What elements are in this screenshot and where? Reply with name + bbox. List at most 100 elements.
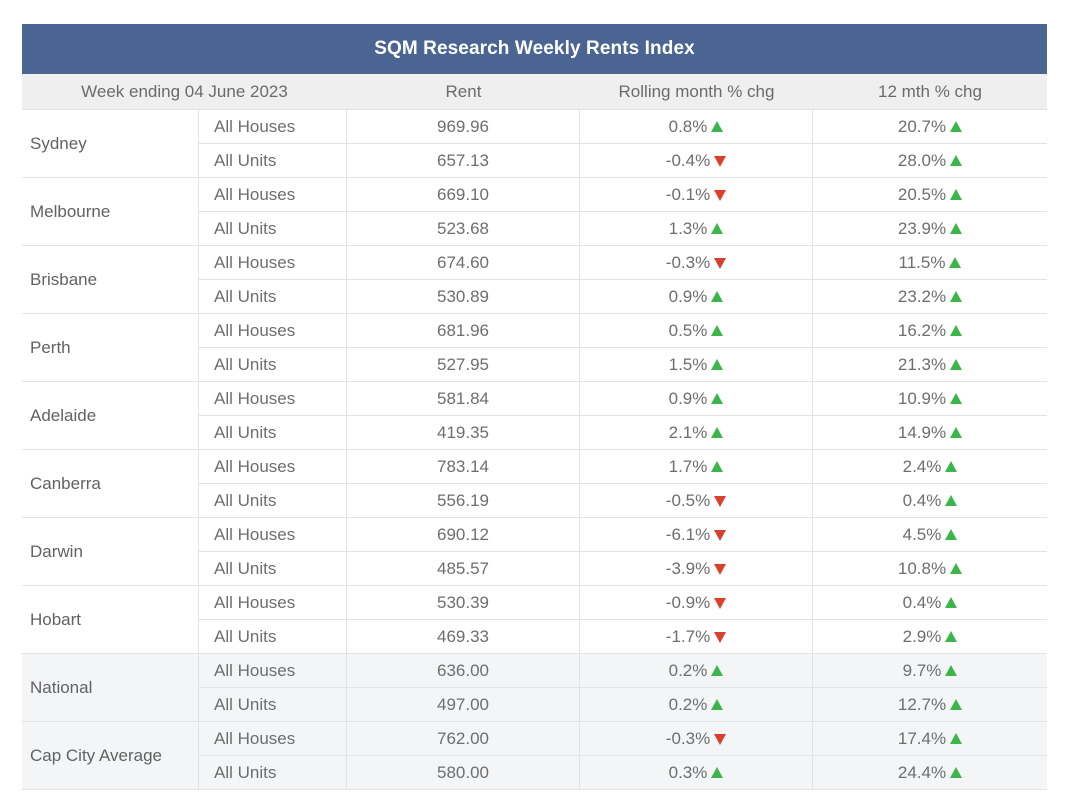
rolling-month-change-value: 1.3% bbox=[668, 218, 708, 238]
dwelling-type: All Units bbox=[199, 144, 347, 177]
city-rows: All Houses 690.12 -6.1% 4.5% All Units 485.57… bbox=[199, 518, 1047, 585]
rent-value: 681.96 bbox=[347, 314, 580, 347]
city-group: Sydney All Houses 969.96 0.8% 20.7% All Units… bbox=[22, 110, 1047, 178]
twelve-month-change-cell: 14.9% bbox=[813, 416, 1047, 449]
twelve-month-change-cell: 0.4% bbox=[813, 484, 1047, 517]
twelve-month-change-cell: 17.4% bbox=[813, 722, 1047, 755]
twelve-month-change-cell: 9.7% bbox=[813, 654, 1047, 687]
twelve-month-change-cell: 12.7% bbox=[813, 688, 1047, 721]
arrow-up-icon bbox=[945, 494, 958, 506]
arrow-down-icon bbox=[714, 495, 727, 507]
arrow-up-icon bbox=[711, 698, 724, 710]
rent-value: 469.33 bbox=[347, 620, 580, 653]
rolling-month-change-cell: -1.7% bbox=[580, 620, 813, 653]
rolling-month-change-value: 0.8% bbox=[668, 116, 708, 136]
arrow-up-icon bbox=[945, 528, 958, 540]
rent-value: 527.95 bbox=[347, 348, 580, 381]
rolling-month-change-cell: -3.9% bbox=[580, 552, 813, 585]
rent-value: 497.00 bbox=[347, 688, 580, 721]
rolling-month-change-cell: 0.9% bbox=[580, 280, 813, 313]
arrow-up-icon bbox=[950, 324, 963, 336]
dwelling-type: All Houses bbox=[199, 654, 347, 687]
rent-value: 419.35 bbox=[347, 416, 580, 449]
twelve-month-change-cell: 10.8% bbox=[813, 552, 1047, 585]
rent-value: 530.39 bbox=[347, 586, 580, 619]
table-row: All Houses 690.12 -6.1% 4.5% bbox=[199, 518, 1047, 551]
dwelling-type: All Units bbox=[199, 484, 347, 517]
twelve-month-change-value: 12.7% bbox=[897, 694, 947, 714]
rolling-month-change-cell: 0.8% bbox=[580, 110, 813, 143]
arrow-down-icon bbox=[714, 257, 727, 269]
city-rows: All Houses 783.14 1.7% 2.4% All Units 556.19 -… bbox=[199, 450, 1047, 517]
arrow-down-icon bbox=[714, 155, 727, 167]
city-group: Cap City Average All Houses 762.00 -0.3% 17.… bbox=[22, 722, 1047, 790]
arrow-down-icon bbox=[714, 563, 727, 575]
city-name: Darwin bbox=[22, 518, 199, 585]
table-row: All Units 419.35 2.1% 14.9% bbox=[199, 415, 1047, 449]
rolling-month-change-value: -0.5% bbox=[665, 490, 711, 510]
rent-value: 762.00 bbox=[347, 722, 580, 755]
twelve-month-change-value: 23.2% bbox=[897, 286, 947, 306]
arrow-up-icon bbox=[711, 222, 724, 234]
arrow-up-icon bbox=[950, 222, 963, 234]
city-rows: All Houses 681.96 0.5% 16.2% All Units 527.95… bbox=[199, 314, 1047, 381]
city-group: Adelaide All Houses 581.84 0.9% 10.9% All Uni… bbox=[22, 382, 1047, 450]
twelve-month-change-value: 14.9% bbox=[897, 422, 947, 442]
table-row: All Houses 681.96 0.5% 16.2% bbox=[199, 314, 1047, 347]
twelve-month-change-value: 24.4% bbox=[897, 762, 947, 782]
table-title: SQM Research Weekly Rents Index bbox=[22, 24, 1047, 74]
table-row: All Houses 669.10 -0.1% 20.5% bbox=[199, 178, 1047, 211]
twelve-month-change-cell: 20.7% bbox=[813, 110, 1047, 143]
rolling-month-change-cell: -0.9% bbox=[580, 586, 813, 619]
rolling-month-change-value: -1.7% bbox=[665, 626, 711, 646]
dwelling-type: All Units bbox=[199, 552, 347, 585]
twelve-month-change-cell: 24.4% bbox=[813, 756, 1047, 789]
arrow-up-icon bbox=[950, 290, 963, 302]
rolling-month-change-cell: -0.3% bbox=[580, 246, 813, 279]
city-rows: All Houses 969.96 0.8% 20.7% All Units 657.13… bbox=[199, 110, 1047, 177]
rolling-month-change-value: -0.3% bbox=[665, 252, 711, 272]
city-name: Cap City Average bbox=[22, 722, 199, 789]
rolling-month-change-value: 0.2% bbox=[668, 694, 708, 714]
twelve-month-change-value: 11.5% bbox=[898, 252, 946, 272]
rolling-month-change-value: 0.9% bbox=[668, 388, 708, 408]
rent-value: 530.89 bbox=[347, 280, 580, 313]
table-row: All Units 527.95 1.5% 21.3% bbox=[199, 347, 1047, 381]
dwelling-type: All Units bbox=[199, 620, 347, 653]
arrow-down-icon bbox=[714, 631, 727, 643]
arrow-up-icon bbox=[950, 426, 963, 438]
arrow-up-icon bbox=[950, 766, 963, 778]
table-row: All Houses 674.60 -0.3% 11.5% bbox=[199, 246, 1047, 279]
city-group: Hobart All Houses 530.39 -0.9% 0.4% All Units… bbox=[22, 586, 1047, 654]
arrow-up-icon bbox=[711, 766, 724, 778]
rent-value: 556.19 bbox=[347, 484, 580, 517]
city-name: Canberra bbox=[22, 450, 199, 517]
city-name: Hobart bbox=[22, 586, 199, 653]
city-name: Melbourne bbox=[22, 178, 199, 245]
city-name: National bbox=[22, 654, 199, 721]
arrow-up-icon bbox=[711, 290, 724, 302]
arrow-down-icon bbox=[714, 597, 727, 609]
header-rent: Rent bbox=[445, 81, 482, 101]
arrow-up-icon bbox=[950, 392, 963, 404]
dwelling-type: All Houses bbox=[199, 246, 347, 279]
table-row: All Units 530.89 0.9% 23.2% bbox=[199, 279, 1047, 313]
header-week-ending: Week ending 04 June 2023 bbox=[81, 81, 288, 101]
arrow-up-icon bbox=[945, 664, 958, 676]
city-rows: All Houses 530.39 -0.9% 0.4% All Units 469.33… bbox=[199, 586, 1047, 653]
dwelling-type: All Houses bbox=[199, 178, 347, 211]
twelve-month-change-value: 2.9% bbox=[902, 626, 942, 646]
twelve-month-change-value: 20.7% bbox=[897, 116, 947, 136]
rolling-month-change-value: 0.9% bbox=[668, 286, 708, 306]
table-row: All Houses 969.96 0.8% 20.7% bbox=[199, 110, 1047, 143]
table-row: All Houses 581.84 0.9% 10.9% bbox=[199, 382, 1047, 415]
city-rows: All Houses 762.00 -0.3% 17.4% All Units 580.0… bbox=[199, 722, 1047, 789]
city-name: Brisbane bbox=[22, 246, 199, 313]
city-group: Brisbane All Houses 674.60 -0.3% 11.5% All Un… bbox=[22, 246, 1047, 314]
arrow-up-icon bbox=[950, 154, 963, 166]
arrow-up-icon bbox=[950, 358, 963, 370]
header-12-month: 12 mth % chg bbox=[878, 81, 982, 101]
twelve-month-change-cell: 28.0% bbox=[813, 144, 1047, 177]
twelve-month-change-cell: 11.5% bbox=[813, 246, 1047, 279]
twelve-month-change-cell: 23.2% bbox=[813, 280, 1047, 313]
